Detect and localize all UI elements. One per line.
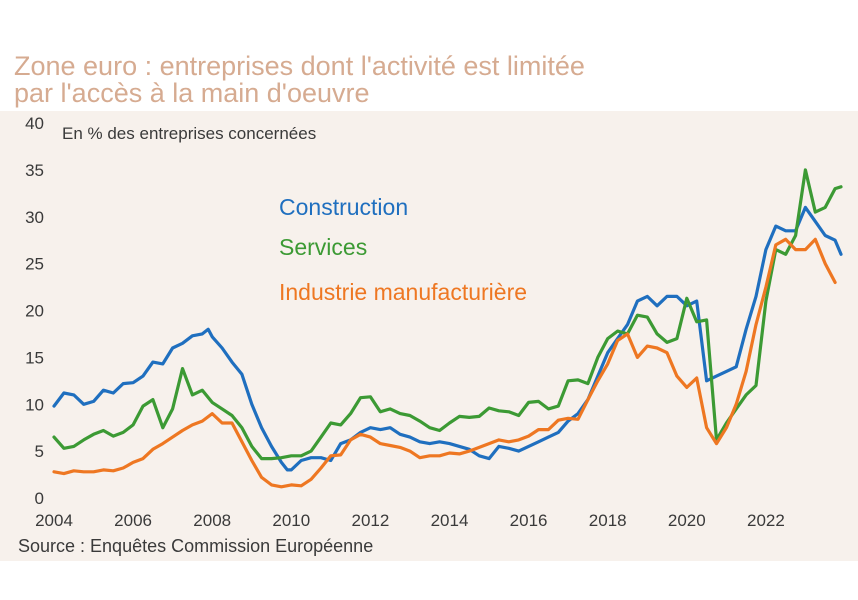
x-tick-label: 2022 xyxy=(747,511,785,530)
y-axis-ticks: 0 5 10 15 20 25 30 35 40 xyxy=(25,114,44,508)
y-axis-label: En % des entreprises concernées xyxy=(62,124,316,143)
x-tick-label: 2008 xyxy=(193,511,231,530)
source-note: Source : Enquêtes Commission Européenne xyxy=(18,536,374,556)
x-axis-ticks: 2004 2006 2008 2010 2012 2014 2016 2018 2020 2022 xyxy=(35,511,785,530)
legend: Construction Services Industrie manufactur… xyxy=(279,194,527,305)
x-tick-label: 2018 xyxy=(589,511,627,530)
y-tick-label: 0 xyxy=(35,489,44,508)
chart-title-line-2: par l'accès à la main d'oeuvre xyxy=(14,78,370,108)
legend-label-services: Services xyxy=(279,234,367,260)
plot-background xyxy=(0,111,858,561)
x-tick-label: 2012 xyxy=(351,511,389,530)
y-tick-label: 5 xyxy=(35,442,44,461)
x-tick-label: 2010 xyxy=(272,511,310,530)
legend-label-industrie-manufacturiere: Industrie manufacturière xyxy=(279,279,527,305)
legend-label-construction: Construction xyxy=(279,194,408,220)
y-tick-label: 10 xyxy=(25,395,44,414)
y-tick-label: 40 xyxy=(25,114,44,133)
y-tick-label: 20 xyxy=(25,302,44,321)
series-line-services xyxy=(52,168,843,461)
x-tick-label: 2004 xyxy=(35,511,73,530)
chart-title-line-1: Zone euro : entreprises dont l'activité … xyxy=(14,51,585,81)
x-tick-label: 2014 xyxy=(431,511,469,530)
x-tick-label: 2016 xyxy=(510,511,548,530)
y-tick-label: 30 xyxy=(25,208,44,227)
y-tick-label: 15 xyxy=(25,348,44,367)
y-tick-label: 25 xyxy=(25,255,44,274)
y-tick-label: 35 xyxy=(25,161,44,180)
x-tick-label: 2006 xyxy=(114,511,152,530)
series-lines xyxy=(52,168,843,489)
series-line-industrie-manufacturiere xyxy=(52,237,837,489)
x-tick-label: 2020 xyxy=(668,511,706,530)
